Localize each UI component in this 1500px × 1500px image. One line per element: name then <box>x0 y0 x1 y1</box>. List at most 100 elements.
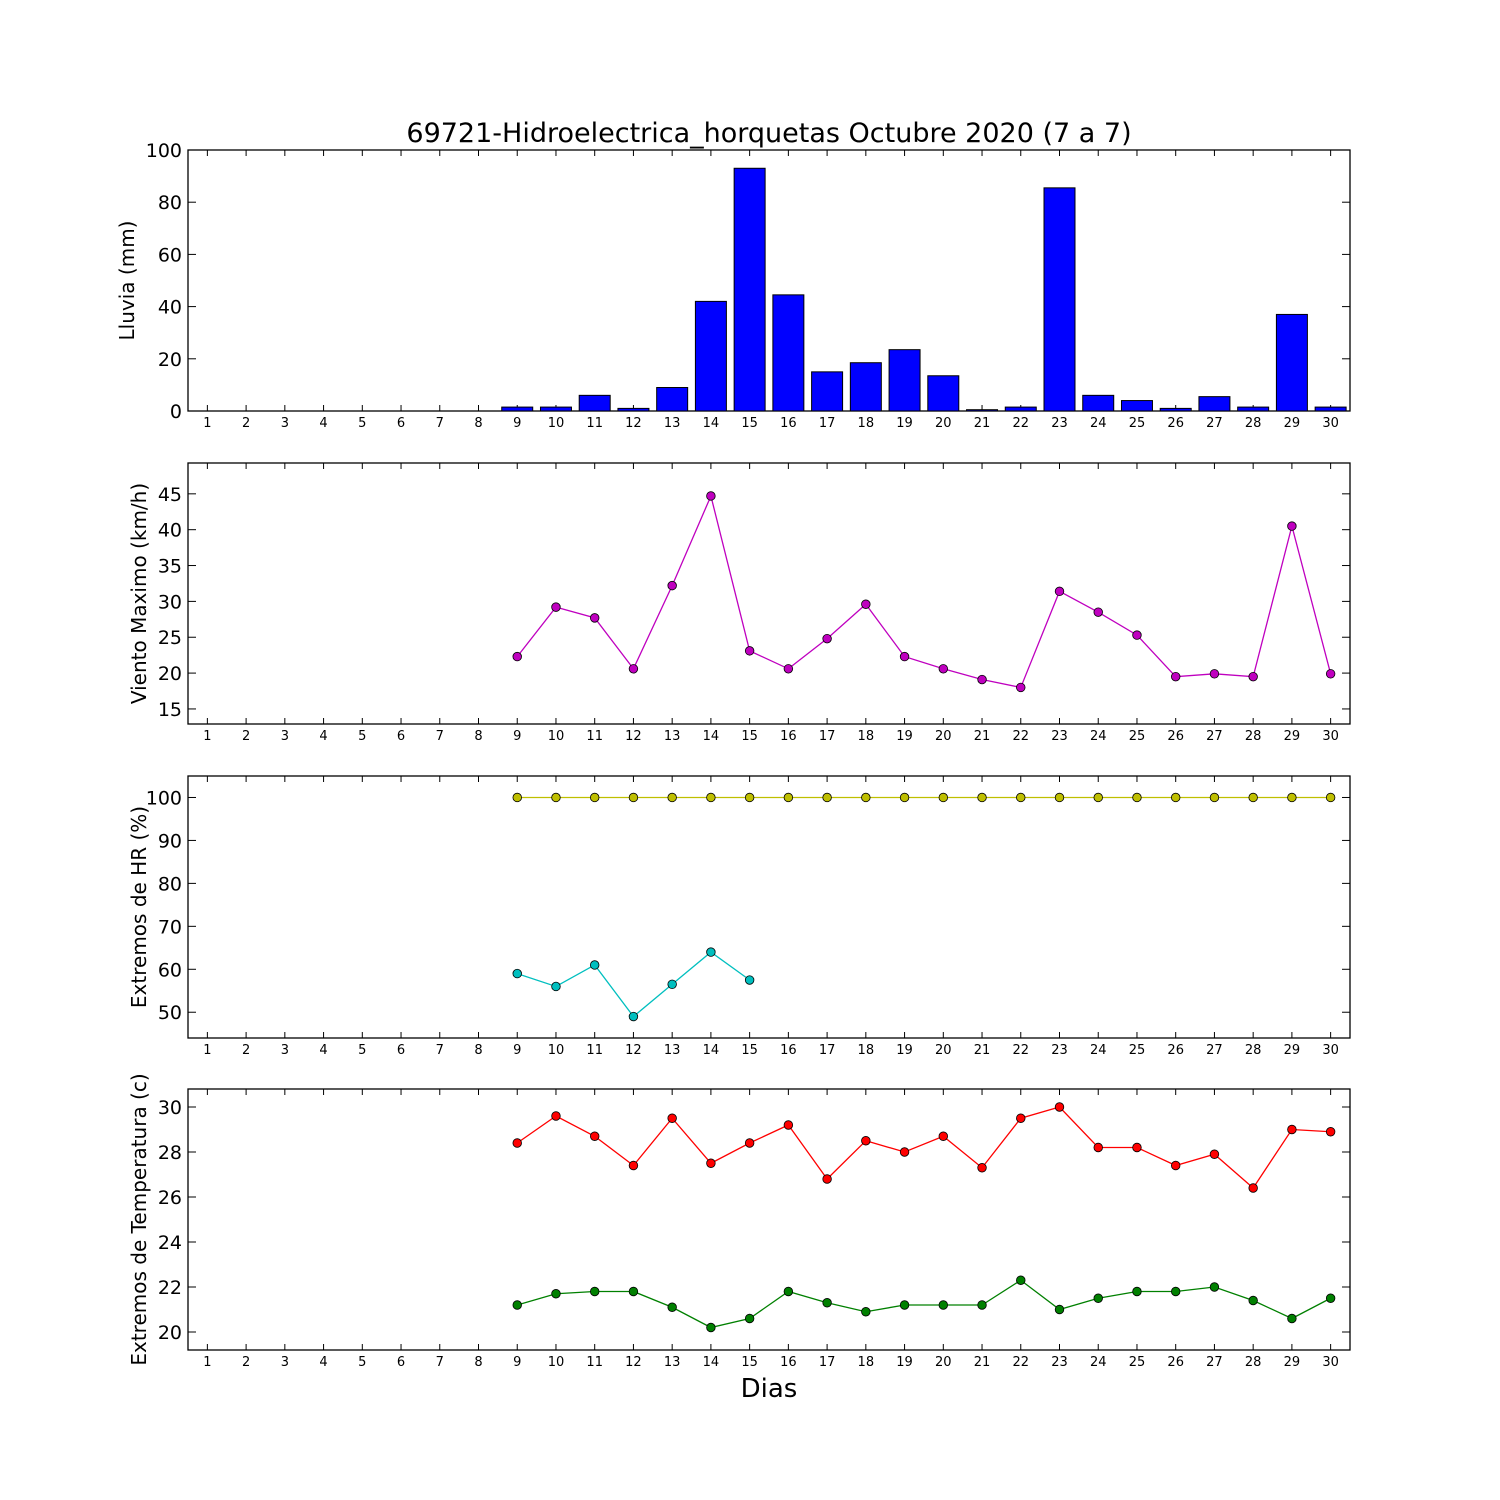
x-tick-label: 28 <box>1245 416 1262 431</box>
y-tick-label: 0 <box>170 401 182 423</box>
x-tick-label: 1 <box>203 1043 211 1058</box>
x-tick-label: 13 <box>664 729 681 744</box>
data-point <box>1287 521 1297 531</box>
data-point <box>1325 1127 1336 1137</box>
data-point <box>783 792 794 803</box>
data-point <box>1054 1304 1065 1315</box>
x-tick-label: 7 <box>436 1043 444 1058</box>
x-tick-label: 6 <box>397 416 405 431</box>
x-tick-label: 3 <box>281 729 289 744</box>
rain-bar <box>1004 406 1037 412</box>
rain-bar <box>539 406 572 412</box>
data-point <box>938 664 949 674</box>
y-axis-label: Extremos de Temperatura (c) <box>127 1073 151 1365</box>
x-tick-label: 9 <box>513 1355 521 1370</box>
data-point <box>590 960 600 970</box>
data-point <box>822 792 832 803</box>
x-tick-label: 20 <box>935 1043 952 1058</box>
data-point <box>977 1300 987 1310</box>
x-tick-label: 18 <box>858 416 875 431</box>
y-tick-label: 45 <box>158 484 182 506</box>
series-line <box>516 493 1332 689</box>
x-tick-label: 21 <box>974 1355 991 1370</box>
x-tick-label: 3 <box>281 1043 289 1058</box>
x-tick-label: 13 <box>664 416 681 431</box>
data-point <box>1016 1275 1026 1285</box>
data-point <box>1287 792 1297 803</box>
data-point <box>590 613 600 623</box>
rain-bar <box>1120 400 1153 412</box>
data-point <box>1248 1183 1258 1193</box>
y-tick-label: 80 <box>158 192 182 214</box>
x-tick-label: 28 <box>1245 1043 1262 1058</box>
y-tick-label: 28 <box>158 1142 182 1164</box>
x-tick-label: 21 <box>974 1043 991 1058</box>
x-tick-label: 7 <box>436 729 444 744</box>
data-point <box>1093 607 1103 617</box>
x-tick-label: 24 <box>1090 1043 1107 1058</box>
rain-bar <box>1082 394 1115 412</box>
x-tick-label: 11 <box>586 1043 603 1058</box>
x-tick-label: 15 <box>741 416 758 431</box>
rain-bar <box>617 407 650 412</box>
x-tick-label: 18 <box>858 1043 875 1058</box>
data-point <box>744 1313 755 1324</box>
x-tick-label: 25 <box>1129 416 1146 431</box>
x-tick-label: 30 <box>1322 1043 1339 1058</box>
x-tick-label: 4 <box>319 1355 327 1370</box>
x-tick-label: 20 <box>935 729 952 744</box>
x-tick-label: 13 <box>664 1043 681 1058</box>
x-tick-label: 5 <box>358 1355 366 1370</box>
data-point <box>1248 671 1258 682</box>
data-point <box>1016 1113 1026 1123</box>
x-tick-label: 1 <box>203 416 211 431</box>
x-tick-label: 16 <box>780 1355 797 1370</box>
y-tick-label: 80 <box>158 873 182 895</box>
data-point <box>628 792 639 803</box>
x-tick-label: 25 <box>1129 1043 1146 1058</box>
x-tick-label: 11 <box>586 1355 603 1370</box>
x-tick-label: 27 <box>1206 416 1223 431</box>
x-tick-label: 15 <box>741 1355 758 1370</box>
data-point <box>822 1298 832 1308</box>
data-point <box>1132 1142 1142 1153</box>
x-tick-label: 23 <box>1051 1043 1068 1058</box>
x-tick-label: 22 <box>1012 1355 1029 1370</box>
x-tick-label: 5 <box>358 729 366 744</box>
y-tick-label: 22 <box>158 1277 182 1299</box>
y-tick-label: 20 <box>158 1322 182 1344</box>
x-tick-label: 25 <box>1129 729 1146 744</box>
x-tick-label: 21 <box>974 729 991 744</box>
x-tick-label: 5 <box>358 1043 366 1058</box>
data-point <box>1248 1295 1258 1306</box>
plot-frame <box>187 149 1351 412</box>
x-tick-label: 7 <box>436 1355 444 1370</box>
series-line <box>516 1106 1331 1189</box>
figure-title: 69721-Hidroelectrica_horquetas Octubre 2… <box>406 118 1131 149</box>
data-point <box>590 792 600 803</box>
x-tick-label: 24 <box>1090 416 1107 431</box>
data-point <box>590 1286 600 1297</box>
data-point <box>590 1131 600 1141</box>
data-point <box>1093 1293 1103 1303</box>
rain-bar <box>811 371 844 412</box>
x-tick-label: 22 <box>1012 729 1029 744</box>
x-tick-label: 8 <box>474 416 482 431</box>
data-point <box>977 792 987 803</box>
rain-bar <box>1237 406 1270 412</box>
x-tick-label: 14 <box>703 729 720 744</box>
rain-bar <box>694 300 727 412</box>
x-tick-label: 29 <box>1284 416 1301 431</box>
series-line <box>517 1279 1331 1329</box>
x-tick-label: 17 <box>819 729 836 744</box>
x-axis-label: Dias <box>741 1374 798 1404</box>
x-tick-label: 19 <box>896 416 913 431</box>
x-tick-label: 14 <box>703 1355 720 1370</box>
x-tick-label: 18 <box>858 729 875 744</box>
data-point <box>1325 1293 1336 1303</box>
x-tick-label: 1 <box>203 729 211 744</box>
data-point <box>822 633 832 644</box>
x-tick-label: 30 <box>1322 416 1339 431</box>
x-tick-label: 6 <box>397 1355 405 1370</box>
